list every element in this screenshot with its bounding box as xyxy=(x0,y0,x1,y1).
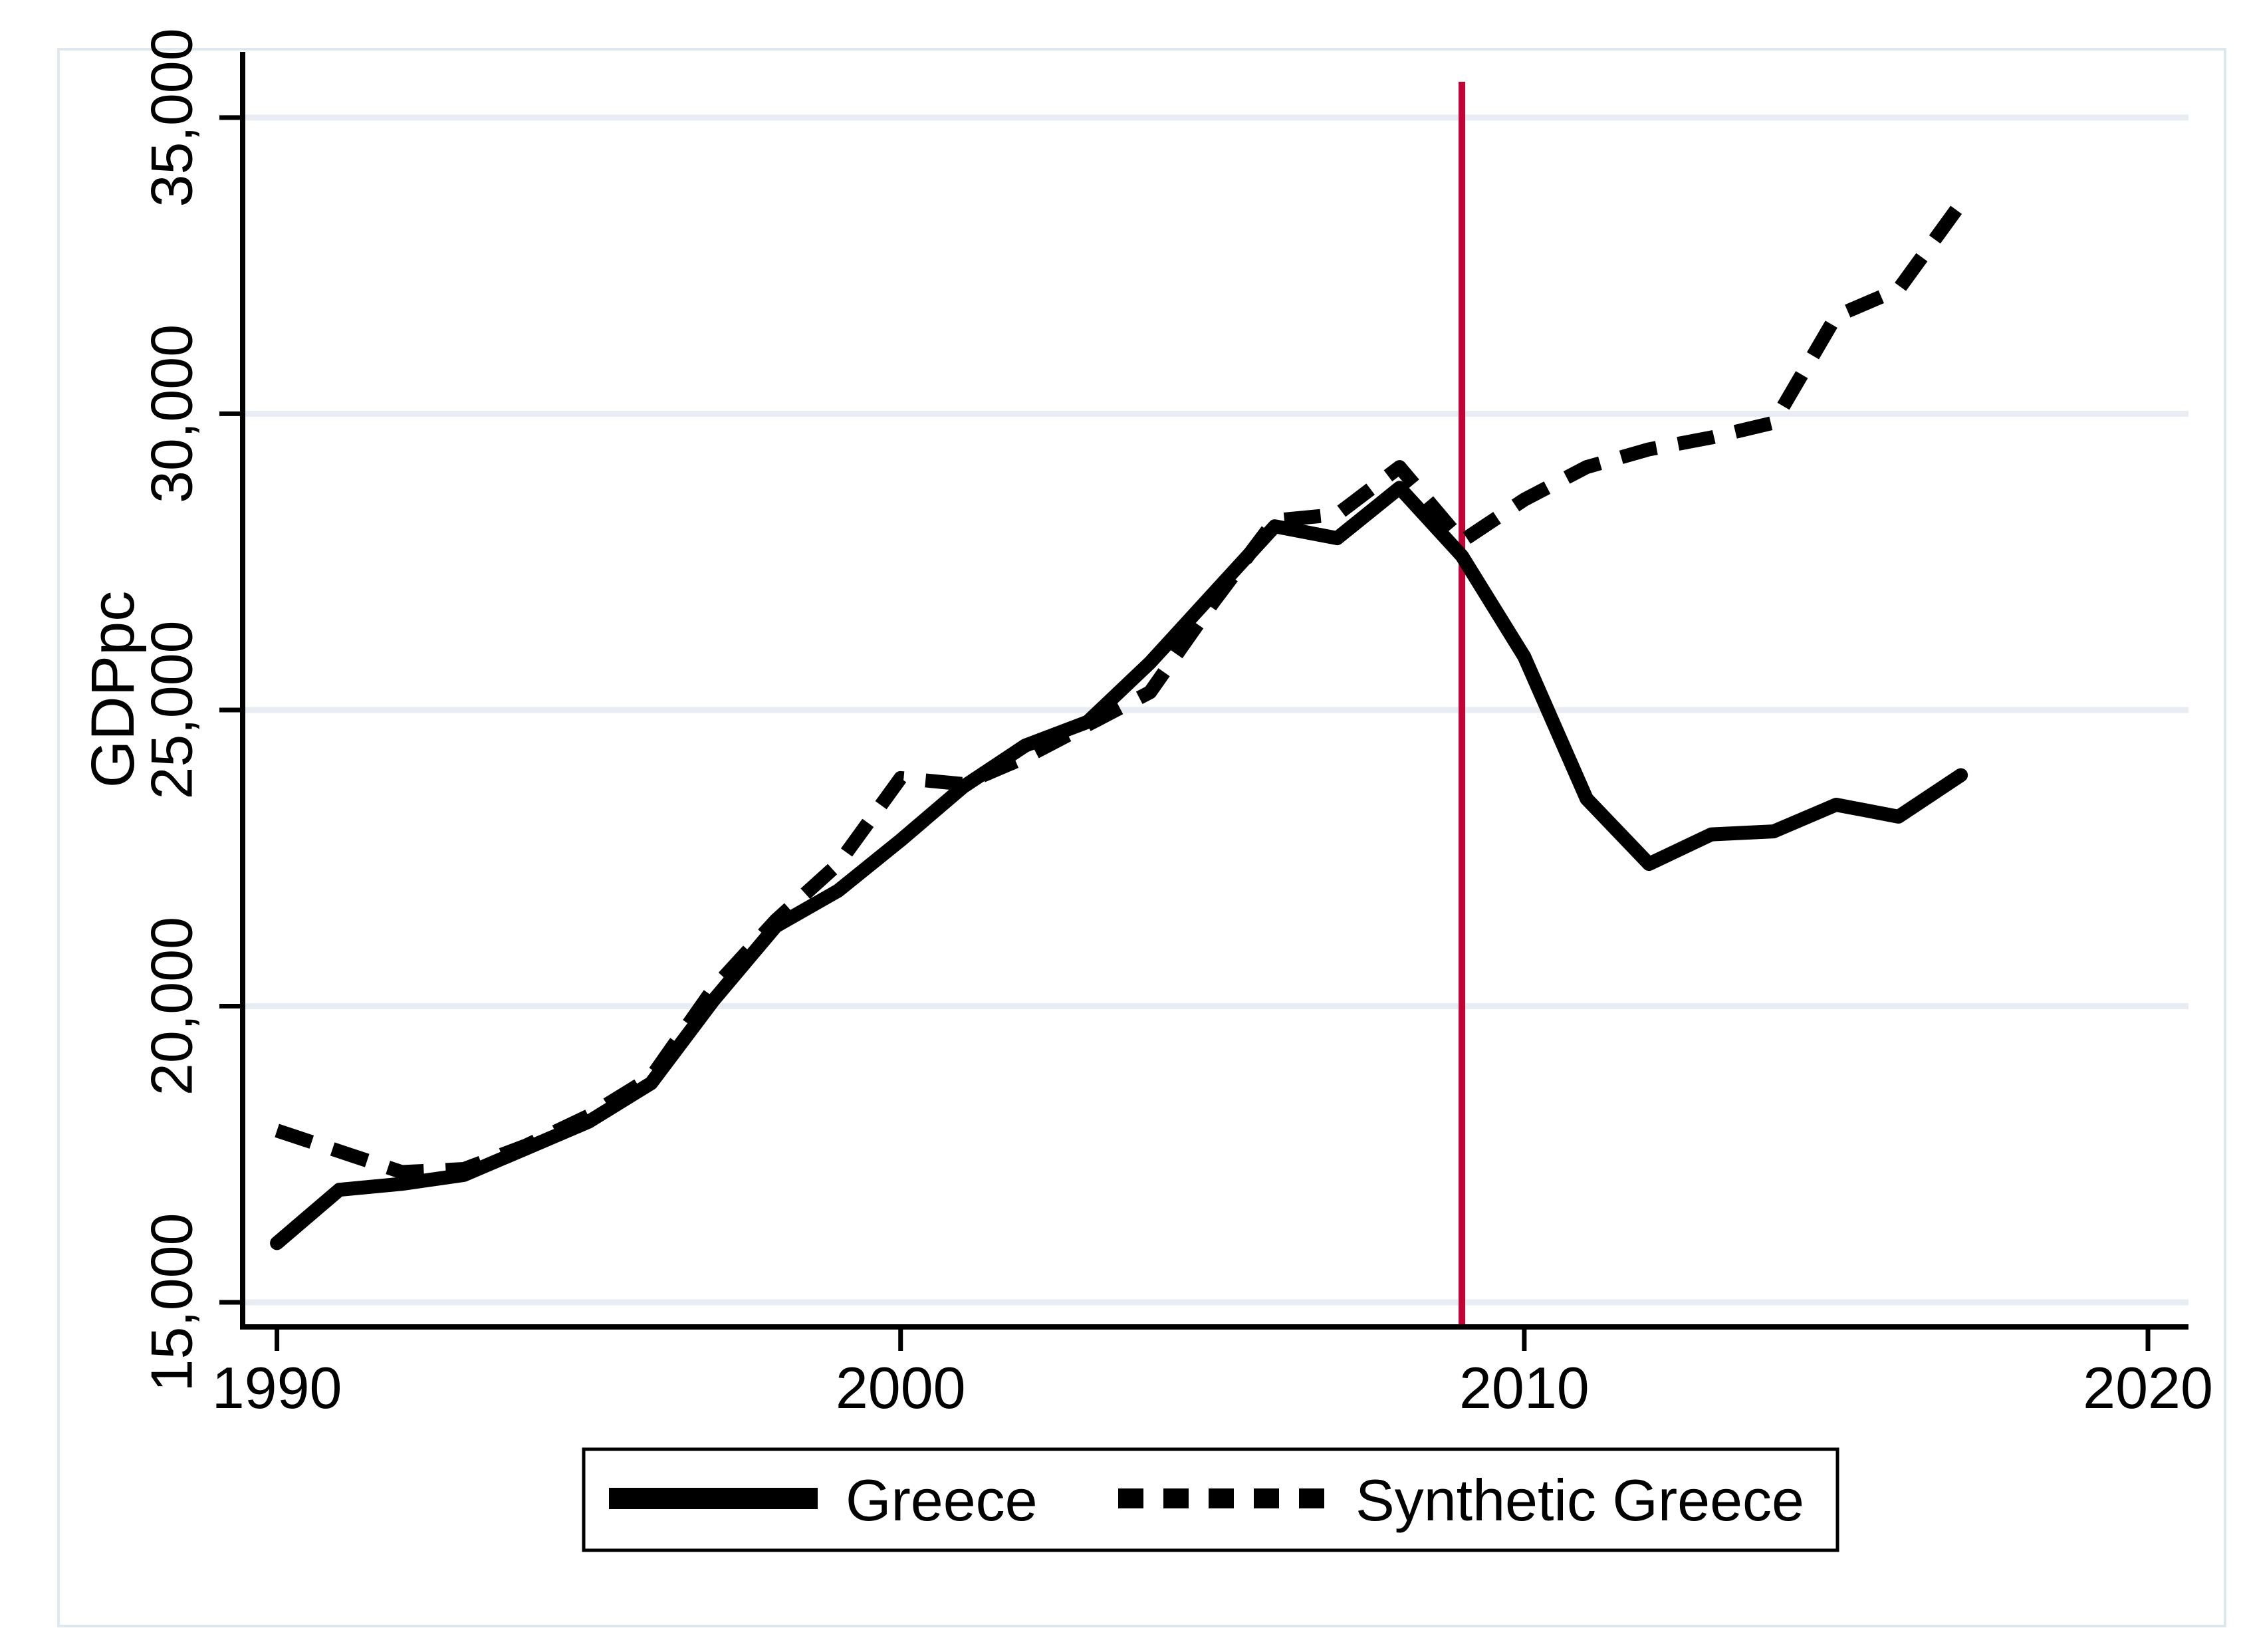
x-tick-label: 2010 xyxy=(1459,1355,1590,1421)
legend-label-synthetic: Synthetic Greece xyxy=(1356,1467,1804,1533)
gridlines-group xyxy=(245,114,2188,1306)
x-tick-label: 2020 xyxy=(2083,1355,2213,1421)
y-tick-label: 30,000 xyxy=(139,324,205,503)
tick-labels-group: 35,000 30,000 25,000 20,000 15,000 1990 2000 20… xyxy=(139,28,2213,1421)
x-tick-label: 1990 xyxy=(212,1355,342,1421)
figure-frame xyxy=(57,48,2226,1627)
y-tick-label: 35,000 xyxy=(139,28,205,207)
y-axis-title: GDPpc xyxy=(79,591,147,788)
series-group xyxy=(270,199,1968,1250)
series-line-synthetic-greece xyxy=(275,199,1967,1179)
legend: Greece Synthetic Greece xyxy=(582,1447,1839,1552)
legend-label-greece: Greece xyxy=(846,1467,1038,1533)
series-line-greece xyxy=(270,481,1968,1250)
x-tick-label: 2000 xyxy=(836,1355,966,1421)
ticks-group xyxy=(219,115,2151,1351)
y-tick-label: 20,000 xyxy=(139,917,205,1096)
y-tick-label: 25,000 xyxy=(139,620,205,799)
y-tick-label: 15,000 xyxy=(139,1213,205,1391)
